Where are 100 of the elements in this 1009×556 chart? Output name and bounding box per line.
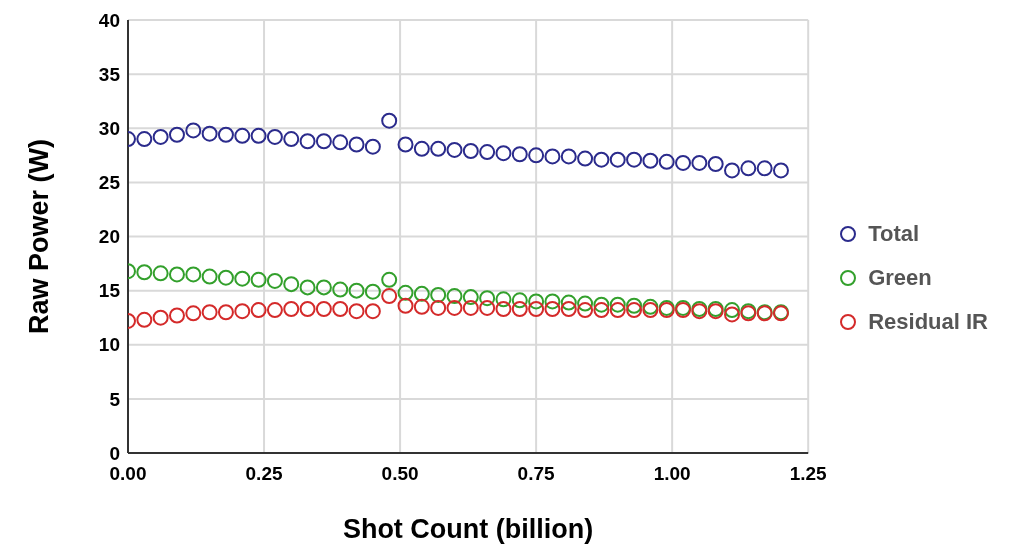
- point: [217, 269, 234, 286]
- point: [462, 142, 479, 159]
- point: [462, 289, 479, 306]
- y-tick-label: 35: [98, 63, 121, 85]
- point: [642, 298, 659, 315]
- point: [299, 133, 316, 150]
- legend-label: Green: [868, 265, 932, 291]
- point: [332, 281, 349, 298]
- point: [381, 288, 398, 305]
- y-tick-label: 25: [98, 172, 121, 194]
- point: [234, 303, 251, 320]
- point: [185, 122, 202, 139]
- point: [266, 302, 283, 319]
- point: [413, 298, 430, 315]
- point: [152, 265, 169, 282]
- y-tick-label: 30: [98, 118, 120, 139]
- point: [756, 160, 773, 177]
- point: [152, 309, 169, 326]
- point: [626, 151, 643, 168]
- legend-label: Residual IR: [868, 309, 988, 335]
- point: [364, 283, 381, 300]
- point: [315, 301, 332, 318]
- y-tick-label: 5: [109, 388, 121, 410]
- point: [740, 160, 757, 177]
- point: [495, 291, 512, 308]
- x-tick-label: 0.75: [517, 463, 556, 485]
- point: [724, 306, 741, 323]
- point: [724, 302, 741, 319]
- point: [234, 270, 251, 287]
- point: [168, 266, 185, 283]
- point: [201, 268, 218, 285]
- point: [283, 276, 300, 293]
- point: [381, 271, 398, 288]
- point: [299, 279, 316, 296]
- point: [626, 297, 643, 314]
- point: [560, 148, 577, 165]
- y-tick-label: 15: [98, 280, 121, 302]
- point: [528, 147, 545, 164]
- point: [250, 271, 267, 288]
- x-tick-label: 1.00: [653, 463, 691, 485]
- point: [593, 302, 610, 319]
- point: [495, 145, 512, 162]
- point: [462, 299, 479, 316]
- point: [250, 302, 267, 319]
- point: [266, 272, 283, 289]
- point: [528, 293, 545, 310]
- point: [413, 285, 430, 302]
- point: [332, 301, 349, 318]
- x-tick-label: 0.25: [245, 463, 283, 485]
- point: [609, 151, 626, 168]
- point: [511, 292, 528, 309]
- point: [446, 299, 463, 316]
- point: [577, 302, 594, 319]
- point: [283, 131, 300, 148]
- point: [332, 134, 349, 151]
- point: [283, 301, 300, 318]
- point: [609, 296, 626, 313]
- y-axis-title: Raw Power (W): [23, 138, 54, 335]
- point: [250, 127, 267, 144]
- point: [479, 299, 496, 316]
- point: [136, 311, 153, 328]
- point: [430, 299, 447, 316]
- point: [642, 152, 659, 169]
- point: [315, 133, 332, 150]
- point: [185, 266, 202, 283]
- point: [168, 307, 185, 324]
- point: [397, 284, 414, 301]
- point: [364, 303, 381, 320]
- point: [560, 301, 577, 318]
- point: [658, 153, 675, 170]
- point: [348, 136, 365, 153]
- point: [299, 301, 316, 318]
- x-axis-title: Shot Count (billion): [342, 514, 594, 544]
- y-tick-label: 0: [109, 442, 120, 464]
- point: [185, 305, 202, 322]
- point: [609, 302, 626, 319]
- point: [201, 125, 218, 142]
- point: [479, 290, 496, 307]
- point: [577, 295, 594, 312]
- point: [234, 127, 251, 144]
- point: [397, 136, 414, 153]
- x-tick-label: 0.00: [109, 463, 147, 485]
- point: [217, 304, 234, 321]
- point: [577, 150, 594, 167]
- point: [544, 293, 561, 310]
- x-tick-label: 0.50: [381, 463, 419, 485]
- legend-label: Total: [868, 221, 920, 247]
- point: [642, 302, 659, 319]
- point: [201, 304, 218, 321]
- point: [136, 264, 153, 281]
- x-tick-label: 1.25: [789, 463, 828, 485]
- point: [528, 301, 545, 318]
- point: [348, 282, 365, 299]
- point: [152, 128, 169, 145]
- point: [724, 162, 741, 179]
- point: [266, 128, 283, 145]
- point: [626, 302, 643, 319]
- point: [446, 141, 463, 158]
- point: [381, 112, 398, 129]
- point: [479, 144, 496, 161]
